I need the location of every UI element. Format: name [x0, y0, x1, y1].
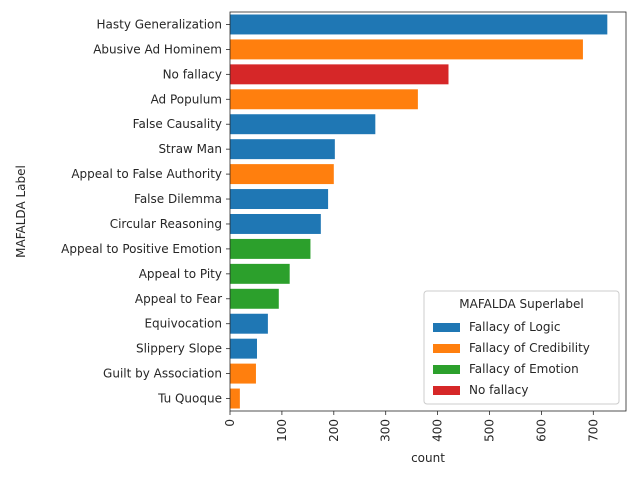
bar-guilt-by-association — [230, 363, 256, 384]
legend-label: Fallacy of Logic — [469, 320, 560, 334]
y-tick-label: Equivocation — [144, 317, 222, 331]
y-tick-label: Hasty Generalization — [96, 17, 222, 31]
legend-box — [423, 290, 620, 405]
legend-title: MAFALDA Superlabel — [459, 297, 584, 311]
y-tick-label: Circular Reasoning — [110, 217, 222, 231]
ticks-layer: Hasty Generalization Abusive Ad Hominem No… — [61, 17, 600, 441]
x-tick-label: 700 — [586, 419, 600, 442]
bar-straw-man — [230, 139, 335, 160]
bar-appeal-to-false-authority — [230, 164, 334, 185]
y-tick-label: Appeal to Pity — [139, 267, 222, 281]
bar-hasty-generalization — [230, 14, 608, 35]
legend-swatch — [433, 365, 460, 374]
bar-false-causality — [230, 114, 376, 135]
x-tick-label: 100 — [275, 419, 289, 442]
x-tick-label: 400 — [431, 419, 445, 442]
y-tick-label: Abusive Ad Hominem — [93, 42, 222, 56]
bars-layer — [230, 14, 608, 409]
legend-swatch — [433, 323, 460, 332]
x-tick-label: 200 — [327, 419, 341, 442]
x-axis-title: count — [411, 451, 445, 465]
legend-label: Fallacy of Credibility — [469, 341, 590, 355]
bar-appeal-to-pity — [230, 263, 290, 284]
x-tick-label: 500 — [483, 419, 497, 442]
bar-appeal-to-positive-emotion — [230, 238, 311, 259]
y-tick-label: Appeal to Positive Emotion — [61, 242, 222, 256]
legend-entries: Fallacy of Logic Fallacy of Credibility Fa… — [433, 320, 590, 397]
y-tick-label: Guilt by Association — [103, 367, 222, 381]
legend-swatch — [433, 344, 460, 353]
bar-appeal-to-fear — [230, 288, 279, 309]
axes-layer — [229, 11, 627, 412]
legend-label: Fallacy of Emotion — [469, 362, 579, 376]
bar-slippery-slope — [230, 338, 257, 359]
bar-ad-populum — [230, 89, 418, 110]
y-axis-title: MAFALDA Label — [14, 165, 28, 258]
legend-swatch — [433, 386, 460, 395]
bar-false-dilemma — [230, 189, 329, 210]
bar-abusive-ad-hominem — [230, 39, 583, 60]
x-tick-label: 300 — [379, 419, 393, 442]
y-tick-label: False Dilemma — [134, 192, 222, 206]
y-tick-label: Slippery Slope — [136, 342, 222, 356]
x-tick-label: 0 — [223, 419, 237, 427]
plot-frame — [229, 11, 627, 412]
bar-circular-reasoning — [230, 213, 321, 234]
bar-tu-quoque — [230, 388, 240, 409]
legend: MAFALDA Superlabel Fallacy of LogicFalla… — [423, 290, 620, 405]
y-tick-label: False Causality — [133, 117, 222, 131]
y-tick-label: No fallacy — [163, 67, 222, 81]
y-tick-label: Appeal to False Authority — [71, 167, 222, 181]
y-tick-label: Appeal to Fear — [135, 292, 222, 306]
x-tick-label: 600 — [534, 419, 548, 442]
legend-label: No fallacy — [469, 383, 528, 397]
y-tick-label: Ad Populum — [151, 92, 222, 106]
bar-equivocation — [230, 313, 268, 334]
y-tick-label: Tu Quoque — [157, 392, 222, 406]
bar-no-fallacy — [230, 64, 449, 85]
y-tick-label: Straw Man — [158, 142, 222, 156]
